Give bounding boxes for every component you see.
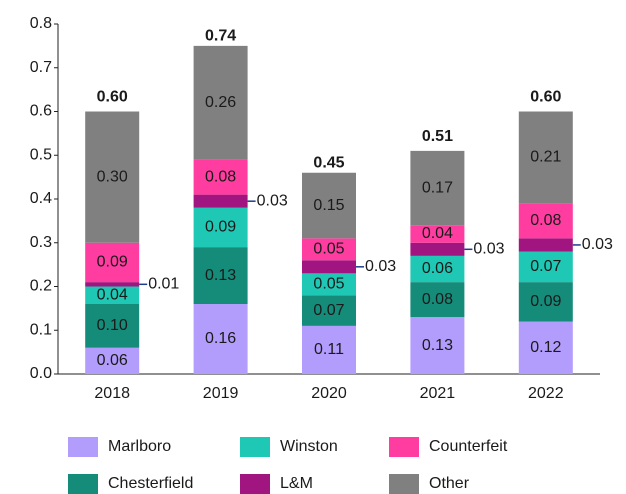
y-tick-label: 0.3 — [30, 234, 52, 251]
bar-segment — [193, 207, 248, 248]
legend-label: Counterfeit — [429, 438, 508, 455]
legend-swatch — [240, 437, 270, 457]
bar-segment — [193, 247, 248, 304]
y-tick-label: 0.0 — [30, 365, 52, 382]
y-tick-label: 0.5 — [30, 146, 52, 163]
data-label: 0.05 — [313, 276, 344, 293]
data-label: 0.09 — [530, 293, 561, 310]
bar-segment — [518, 203, 573, 239]
legend-swatch — [68, 437, 98, 457]
data-label: 0.09 — [205, 219, 236, 236]
bar-segment — [302, 172, 356, 239]
legend-label: Other — [429, 475, 470, 492]
bar-segment — [302, 325, 356, 374]
bar-segment — [518, 282, 573, 322]
bar-segment — [302, 238, 356, 261]
total-label: 0.60 — [530, 89, 561, 106]
y-tick-label: 0.8 — [30, 15, 52, 32]
data-label: 0.03 — [582, 236, 613, 253]
bar-segment — [518, 321, 573, 374]
data-label: 0.11 — [314, 341, 344, 358]
y-tick-label: 0.1 — [30, 321, 52, 338]
bar-segment — [85, 304, 140, 348]
y-tick-label: 0.6 — [30, 103, 52, 120]
data-label: 0.05 — [313, 241, 344, 258]
y-tick-label: 0.2 — [30, 278, 52, 295]
legend-swatch — [389, 474, 419, 494]
x-tick-label: 2020 — [311, 385, 347, 402]
data-label: 0.15 — [313, 197, 344, 214]
total-label: 0.74 — [205, 27, 236, 44]
data-label: 0.16 — [205, 330, 236, 347]
data-label: 0.07 — [313, 302, 344, 319]
x-tick-label: 2018 — [94, 385, 130, 402]
data-label: 0.13 — [205, 267, 236, 284]
total-label: 0.45 — [313, 154, 344, 171]
legend-label: Chesterfield — [108, 475, 193, 492]
data-label: 0.04 — [97, 286, 128, 303]
total-label: 0.60 — [97, 89, 128, 106]
bar-segment — [193, 159, 248, 195]
data-label: 0.10 — [97, 317, 128, 334]
bar-segment — [302, 260, 356, 274]
legend-swatch — [68, 474, 98, 494]
data-label: 0.09 — [97, 254, 128, 271]
data-label: 0.06 — [97, 352, 128, 369]
legend-label: Marlboro — [108, 438, 171, 455]
bar-segment — [518, 251, 573, 283]
bar-segment — [85, 286, 140, 304]
x-tick-label: 2019 — [203, 385, 239, 402]
bar-segment — [410, 282, 465, 318]
y-tick-label: 0.7 — [30, 59, 52, 76]
data-label: 0.30 — [97, 168, 128, 185]
data-label: 0.12 — [530, 339, 561, 356]
legend-label: Winston — [280, 438, 338, 455]
data-label: 0.06 — [422, 260, 453, 277]
bar-segment — [410, 242, 465, 256]
data-label: 0.08 — [422, 291, 453, 308]
data-label: 0.08 — [530, 212, 561, 229]
data-label: 0.01 — [148, 276, 179, 293]
data-label: 0.03 — [365, 258, 396, 275]
data-label: 0.08 — [205, 168, 236, 185]
x-tick-label: 2022 — [528, 385, 564, 402]
bar-segment — [410, 317, 465, 374]
bar-segment — [410, 255, 465, 283]
legend-label: L&M — [280, 475, 313, 492]
data-label: 0.17 — [422, 179, 453, 196]
bar-segment — [85, 347, 140, 374]
bar-segment — [410, 225, 465, 243]
data-label: 0.07 — [530, 258, 561, 275]
data-label: 0.03 — [473, 241, 504, 258]
bar-segment — [410, 150, 465, 226]
data-label: 0.13 — [422, 337, 453, 354]
bar-segment — [193, 194, 248, 208]
bar-segment — [85, 111, 140, 243]
data-label: 0.04 — [422, 225, 453, 242]
bar-segment — [518, 238, 573, 252]
bar-segment — [193, 45, 248, 160]
legend-swatch — [389, 437, 419, 457]
total-label: 0.51 — [422, 128, 453, 145]
bar-segment — [193, 304, 248, 374]
data-label: 0.03 — [257, 192, 288, 209]
data-label: 0.21 — [530, 149, 561, 166]
bar-segment — [518, 111, 573, 204]
bar-segment — [302, 295, 356, 326]
data-label: 0.26 — [205, 94, 236, 111]
bar-segment — [85, 242, 140, 283]
y-tick-label: 0.4 — [30, 190, 52, 207]
bar-segment — [85, 282, 140, 287]
legend-swatch — [240, 474, 270, 494]
bar-segment — [302, 273, 356, 296]
x-tick-label: 2021 — [420, 385, 456, 402]
